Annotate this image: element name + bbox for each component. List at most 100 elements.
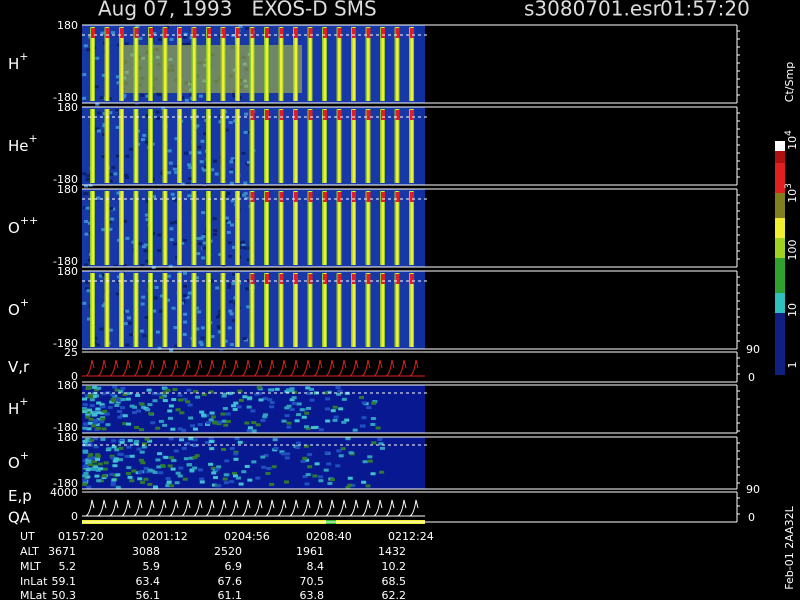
footer-value: 3088 [132, 545, 160, 558]
spectrogram-noise [88, 417, 94, 421]
spectrogram-noise [104, 412, 110, 416]
spectrogram-noise [122, 263, 127, 267]
spectrogram-noise [86, 289, 91, 293]
spectrogram-noise [110, 397, 116, 401]
spectrogram-noise [230, 199, 235, 203]
spectrogram-noise [232, 471, 238, 475]
stripe-peak [337, 110, 342, 120]
spectrogram-noise [99, 96, 104, 100]
spectrogram-noise [295, 441, 301, 445]
spectrogram-noise [188, 416, 194, 420]
spectrogram-noise [182, 35, 187, 39]
spectrogram-noise [198, 340, 203, 344]
spectrogram-noise [168, 404, 174, 408]
y2-tick-label: 0 [748, 371, 755, 384]
footer-value: 0201:12 [142, 530, 188, 543]
trace [181, 359, 191, 377]
panel-label: O+ [8, 296, 29, 319]
spectrogram-noise [171, 306, 176, 310]
stripe-peak [308, 28, 313, 38]
trace [241, 359, 251, 377]
spectrogram-noise [284, 414, 290, 418]
spectrogram-noise [188, 165, 193, 169]
spectrogram-noise [114, 398, 120, 402]
footer-value: 0204:56 [224, 530, 270, 543]
stripe-peak [250, 110, 255, 120]
spectrogram-noise [362, 460, 368, 464]
spectrogram-noise [180, 182, 185, 186]
spectrogram-noise [97, 111, 102, 115]
spectrogram-noise [245, 26, 250, 30]
spectrogram-noise [157, 233, 162, 237]
stripe-peak [352, 110, 356, 120]
spectrogram-noise [272, 438, 278, 442]
colorbar-label: 1 [786, 362, 799, 369]
colorbar-label: 10 [786, 303, 799, 317]
spectrogram-noise [127, 316, 132, 320]
spectrogram-noise [86, 317, 91, 321]
spectrogram-noise [147, 403, 153, 407]
spectrogram-noise [88, 467, 94, 471]
spectrogram-noise [144, 316, 149, 320]
stripe-peak [366, 192, 371, 202]
panel-label: O+ [8, 449, 29, 472]
stripe [193, 191, 196, 265]
stripe-peak [410, 192, 414, 202]
spectrogram-noise [85, 174, 90, 178]
spectrogram-noise [86, 460, 92, 464]
spectrogram-noise [123, 219, 128, 223]
footer-value: 61.1 [218, 589, 243, 600]
spectrogram-noise [179, 438, 185, 442]
spectrogram-noise [169, 221, 174, 225]
footer-value: 1432 [378, 545, 406, 558]
spectrogram-noise [284, 452, 290, 456]
trace [85, 499, 95, 517]
spectrogram-noise [92, 437, 98, 441]
spectrogram-noise [237, 389, 243, 393]
spectrogram-noise [227, 241, 232, 245]
spectrogram-noise [184, 98, 189, 102]
spectrogram-noise [200, 326, 205, 330]
spectrogram-noise [82, 443, 88, 447]
spectrogram-noise [145, 470, 151, 474]
footer-row-name: MLT [20, 560, 41, 573]
spectrogram-noise [245, 287, 250, 291]
spectrogram-noise [348, 451, 354, 455]
spectrogram-noise [141, 295, 146, 299]
spectrogram-noise [140, 93, 145, 97]
spectrogram-noise [158, 419, 164, 423]
spectrogram-noise [157, 93, 162, 97]
spectrogram-noise [341, 397, 347, 401]
spectrogram-noise [218, 252, 223, 256]
spectrogram-noise [197, 468, 203, 472]
spectrogram-noise [138, 36, 143, 40]
spectrogram-noise [92, 460, 98, 464]
spectrogram-noise [182, 397, 188, 401]
spectrogram-noise [231, 319, 236, 323]
spectrogram-noise [178, 398, 184, 402]
spectrogram-noise [233, 457, 239, 461]
spectrogram-noise [125, 154, 130, 158]
stripe [338, 109, 341, 183]
panel-label: H+ [8, 395, 29, 418]
spectrogram-noise [111, 439, 117, 443]
spectrogram-noise [222, 392, 228, 396]
spectrogram-noise [326, 462, 332, 466]
spectrogram-noise [172, 388, 178, 392]
spectrogram-noise [100, 417, 106, 421]
stripe-peak [149, 28, 153, 38]
spectrogram-noise [307, 453, 313, 457]
trace [97, 499, 107, 517]
trace [265, 499, 275, 517]
spectrogram-noise [255, 423, 261, 427]
panel-label-name: O [8, 301, 20, 319]
trace [337, 359, 347, 377]
spectrogram-noise [137, 470, 143, 474]
stripe [381, 191, 384, 265]
spectrogram-noise [258, 398, 264, 402]
spectrogram-noise [145, 199, 150, 203]
spectrogram-noise [224, 459, 230, 463]
spectrogram-noise [216, 465, 222, 469]
spectrogram-noise [208, 390, 214, 394]
spectrogram-noise [85, 468, 91, 472]
